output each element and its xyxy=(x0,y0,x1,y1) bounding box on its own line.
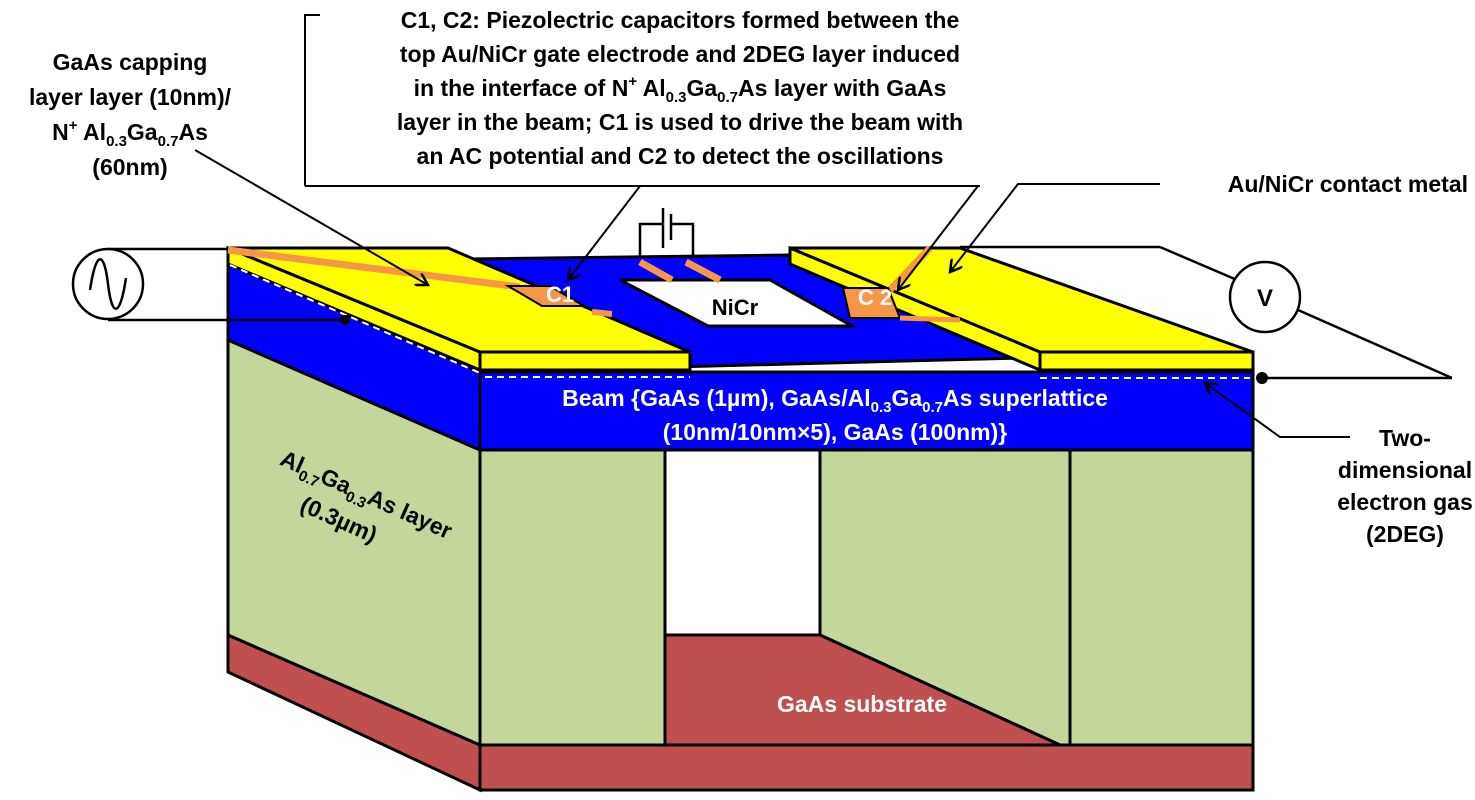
2deg-label-2: dimensional xyxy=(1338,457,1472,483)
contact-metal-label: Au/NiCr contact metal xyxy=(1228,171,1468,197)
voltmeter: V xyxy=(960,245,1453,384)
substrate-front xyxy=(478,743,1255,792)
algaas-front-right xyxy=(1068,448,1255,747)
2deg-callout-arrow xyxy=(1205,383,1350,438)
caption-line-1: C1, C2: Piezolectric capacitors formed b… xyxy=(401,7,960,33)
capping-callout-arrow xyxy=(194,149,428,285)
2deg-label-3: electron gas xyxy=(1337,489,1473,515)
2deg-line-left xyxy=(229,264,481,374)
capping-label-3: N+ Al0.3Ga0.7As xyxy=(52,117,208,150)
nicr-lead-1 xyxy=(638,258,674,284)
c1-tab xyxy=(591,309,613,317)
caption-line-3: in the interface of N+ Al0.3Ga0.7As laye… xyxy=(414,73,947,106)
caption-bracket xyxy=(304,14,320,186)
c2-label: C 2 xyxy=(858,285,892,310)
2deg-label-1: Two- xyxy=(1379,425,1431,451)
capping-label-1: GaAs capping xyxy=(53,49,208,75)
caption-line-2: top Au/NiCr gate electrode and 2DEG laye… xyxy=(400,41,960,67)
beam-label-2: (10nm/10nm×5), GaAs (100nm)} xyxy=(663,419,1008,445)
c1-callout-arrow xyxy=(568,185,641,280)
capping-label-4: (60nm) xyxy=(92,154,167,180)
caption-line-4: layer in the beam; C1 is used to drive t… xyxy=(397,109,963,135)
c2-tab xyxy=(899,315,961,323)
opening xyxy=(663,448,822,637)
2deg-label-4: (2DEG) xyxy=(1366,521,1444,547)
c1-trace xyxy=(227,246,521,291)
c1-label: C1 xyxy=(546,282,574,307)
beam-front xyxy=(478,370,1255,452)
left-pad-front xyxy=(478,350,692,372)
c2-callout-arrow xyxy=(898,185,979,290)
contact-callout-arrow xyxy=(950,183,1160,272)
substrate-label: GaAs substrate xyxy=(777,691,947,717)
caption-line-5: an AC potential and C2 to detect the osc… xyxy=(417,143,944,169)
voltmeter-label: V xyxy=(1257,285,1273,312)
right-pad-front xyxy=(1038,350,1255,372)
sine-wave-icon xyxy=(88,258,128,310)
dc-bias-capacitor-icon xyxy=(638,208,695,258)
capping-label-2: layer layer (10nm)/ xyxy=(29,84,232,110)
nicr-lead-2 xyxy=(684,258,722,284)
beam-label-1: Beam {GaAs (1µm), GaAs/Al0.3Ga0.7As supe… xyxy=(562,385,1108,416)
nicr-label: NiCr xyxy=(712,295,759,320)
algaas-front-left xyxy=(478,448,667,747)
c1-pad xyxy=(504,285,588,307)
ac-source xyxy=(71,247,350,325)
